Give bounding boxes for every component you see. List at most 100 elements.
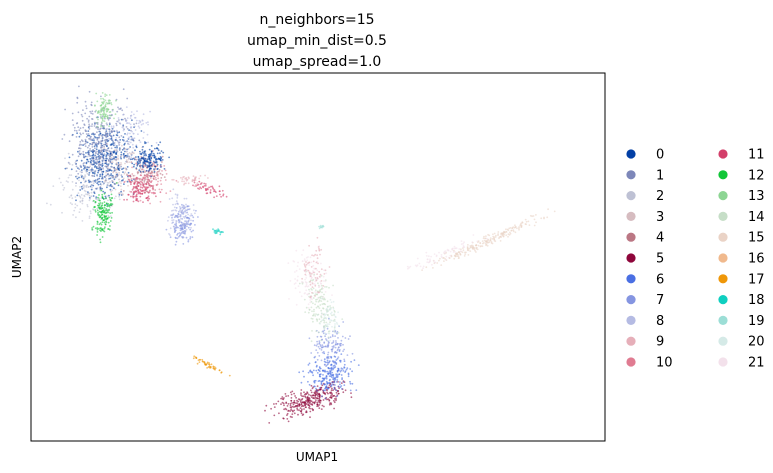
point-cluster-15	[509, 231, 511, 234]
point-cluster-5	[335, 399, 337, 402]
point-cluster-1	[100, 153, 103, 156]
point-cluster-21	[433, 253, 436, 256]
point-cluster-15	[518, 226, 520, 228]
point-cluster-5	[328, 399, 331, 402]
point-cluster-12	[98, 203, 101, 206]
point-cluster-21	[322, 296, 325, 298]
point-cluster-12	[115, 182, 118, 184]
point-cluster-1	[89, 148, 91, 150]
point-cluster-15	[512, 226, 515, 229]
point-cluster-6	[353, 359, 356, 361]
point-cluster-1	[130, 129, 132, 132]
point-cluster-1	[78, 150, 81, 152]
point-cluster-0	[139, 150, 141, 153]
point-cluster-7	[318, 347, 321, 350]
point-cluster-12	[100, 208, 103, 210]
point-cluster-8	[114, 144, 116, 147]
point-cluster-2	[107, 174, 110, 176]
point-cluster-6	[307, 371, 310, 374]
point-cluster-10	[144, 186, 147, 189]
point-cluster-1	[71, 153, 74, 156]
point-cluster-5	[287, 410, 289, 412]
point-cluster-7	[325, 364, 328, 367]
point-cluster-1	[88, 127, 91, 130]
point-cluster-14	[326, 300, 329, 303]
point-cluster-0	[90, 150, 93, 153]
point-cluster-6	[303, 375, 305, 378]
point-cluster-10	[150, 172, 153, 175]
point-cluster-13	[110, 102, 112, 104]
point-cluster-20	[325, 313, 327, 316]
point-cluster-12	[101, 202, 104, 205]
point-cluster-1	[75, 130, 78, 132]
point-cluster-11	[147, 195, 150, 198]
point-cluster-0	[142, 145, 144, 148]
point-cluster-7	[327, 361, 330, 364]
point-cluster-1	[103, 143, 105, 146]
point-cluster-6	[349, 380, 351, 383]
point-cluster-20	[325, 323, 327, 326]
point-cluster-21	[433, 261, 436, 264]
point-cluster-7	[335, 340, 337, 342]
point-cluster-8	[182, 208, 185, 211]
point-cluster-21	[304, 281, 307, 283]
point-cluster-0	[86, 158, 89, 161]
point-cluster-6	[331, 381, 334, 384]
point-cluster-2	[111, 189, 114, 192]
point-cluster-21	[314, 291, 316, 293]
point-cluster-2	[61, 184, 64, 187]
point-cluster-6	[322, 389, 325, 392]
point-cluster-2	[65, 180, 68, 183]
point-cluster-15	[474, 244, 477, 247]
point-cluster-21	[447, 249, 450, 252]
point-cluster-3	[119, 148, 122, 151]
point-cluster-2	[92, 175, 95, 177]
point-cluster-7	[322, 350, 325, 353]
point-cluster-1	[93, 150, 96, 152]
legend-label-6: 6	[656, 272, 664, 287]
point-cluster-11	[129, 180, 132, 183]
point-cluster-5	[300, 403, 303, 405]
point-cluster-9	[309, 280, 312, 283]
point-cluster-1	[82, 150, 85, 153]
point-cluster-11	[205, 189, 207, 191]
point-cluster-2	[96, 199, 99, 201]
point-cluster-9	[304, 264, 306, 267]
point-cluster-7	[347, 338, 350, 340]
point-cluster-3	[122, 177, 125, 180]
point-cluster-1	[95, 197, 97, 200]
point-cluster-0	[120, 157, 122, 160]
point-cluster-0	[137, 155, 140, 158]
point-cluster-13	[101, 92, 104, 94]
point-cluster-5	[302, 395, 305, 398]
point-cluster-1	[103, 145, 105, 148]
point-cluster-2	[107, 182, 110, 184]
point-cluster-6	[336, 379, 339, 381]
point-cluster-6	[337, 368, 340, 370]
point-cluster-12	[101, 193, 104, 196]
point-cluster-6	[340, 385, 343, 387]
point-cluster-0	[89, 158, 92, 160]
point-cluster-5	[319, 399, 322, 402]
point-cluster-3	[127, 177, 129, 179]
point-cluster-7	[331, 350, 333, 353]
point-cluster-13	[102, 97, 104, 100]
point-cluster-0	[70, 168, 73, 171]
point-cluster-15	[528, 224, 531, 227]
point-cluster-9	[183, 183, 185, 186]
point-cluster-0	[157, 144, 160, 146]
point-cluster-0	[106, 145, 108, 148]
point-cluster-12	[99, 199, 101, 202]
point-cluster-2	[84, 175, 87, 178]
point-cluster-7	[337, 337, 339, 339]
point-cluster-2	[87, 169, 90, 172]
point-cluster-13	[104, 99, 107, 102]
point-cluster-11	[129, 175, 132, 178]
point-cluster-0	[89, 185, 92, 188]
chart-title: n_neighbors=15 umap_min_dist=0.5 umap_sp…	[247, 12, 387, 70]
point-cluster-2	[83, 176, 86, 179]
point-cluster-1	[98, 151, 101, 153]
point-cluster-0	[152, 152, 155, 155]
point-cluster-7	[342, 350, 344, 352]
point-cluster-9	[308, 271, 311, 274]
